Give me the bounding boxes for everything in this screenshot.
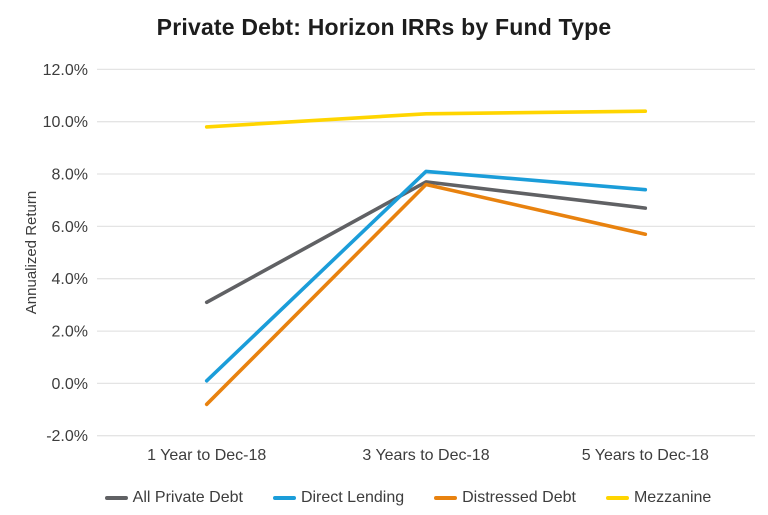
legend-label: Mezzanine — [633, 488, 712, 506]
series-line-all-private-debt — [204, 180, 648, 305]
y-tick-label: 6.0% — [52, 219, 88, 236]
legend-label: Direct Lending — [300, 488, 405, 506]
y-axis-title: Annualized Return — [23, 191, 40, 314]
legend-label: All Private Debt — [132, 488, 243, 506]
chart-legend: All Private Debt Direct Lending Distressed… — [0, 480, 768, 515]
y-tick-label: 12.0% — [43, 62, 88, 79]
legend-item-mezzanine: Mezzanine — [605, 488, 712, 507]
y-tick-label: 10.0% — [43, 114, 88, 131]
chart-title: Private Debt: Horizon IRRs by Fund Type — [156, 14, 612, 40]
legend-item-all-private-debt: All Private Debt — [104, 488, 243, 507]
title-band: Private Debt: Horizon IRRs by Fund Type — [0, 0, 768, 55]
line-chart: 12.0% 10.0% 8.0% 6.0% 4.0% 2.0% 0.0% -2.0% 1 Yea… — [23, 62, 755, 464]
y-tick-label: 0.0% — [52, 376, 88, 393]
legend-item-distressed-debt: Distressed Debt — [434, 489, 576, 507]
legend-item-direct-lending: Direct Lending — [272, 488, 405, 507]
legend-label: Distressed Debt — [462, 488, 576, 506]
legend-swatch — [104, 495, 128, 500]
series-line-mezzanine — [204, 109, 648, 129]
y-tick-label: -2.0% — [46, 428, 88, 445]
y-tick-label: 2.0% — [52, 324, 88, 341]
y-tick-label: 8.0% — [52, 167, 88, 184]
series-line-distressed-debt — [204, 182, 648, 407]
x-tick-label: 1 Year to Dec-18 — [147, 447, 266, 464]
x-tick-label: 3 Years to Dec-18 — [362, 447, 489, 464]
series-line-direct-lending — [204, 169, 648, 383]
legend-swatch — [272, 495, 296, 500]
legend-swatch — [605, 495, 629, 500]
x-tick-label: 5 Years to Dec-18 — [582, 447, 709, 464]
legend-swatch — [434, 495, 458, 500]
y-tick-label: 4.0% — [52, 271, 88, 288]
